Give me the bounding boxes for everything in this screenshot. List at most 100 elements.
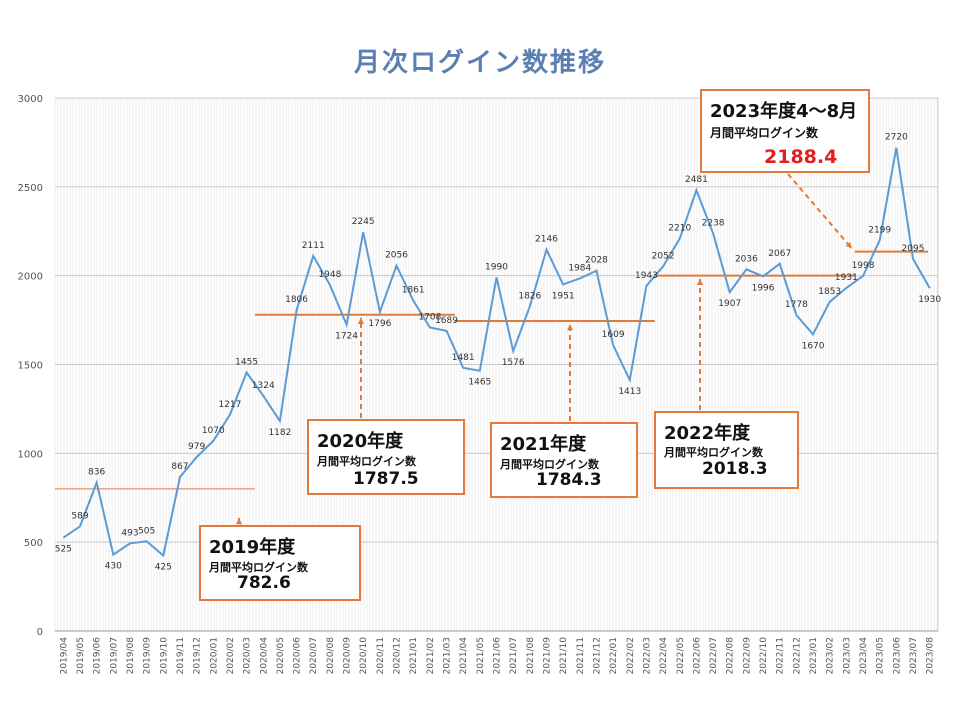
data-label: 1853 (818, 287, 841, 297)
chart-grid (54, 97, 939, 632)
data-label: 2056 (385, 251, 408, 261)
data-label: 2052 (652, 251, 675, 261)
y-tick-label: 2500 (18, 183, 43, 194)
x-tick-label: 2022/10 (759, 637, 769, 675)
data-label: 1708 (418, 313, 441, 323)
x-tick-label: 2020/08 (326, 637, 336, 675)
x-tick-label: 2019/05 (76, 637, 86, 674)
y-tick-label: 0 (37, 627, 43, 638)
avg-box-2019-sub: 月間平均ログイン数 (209, 561, 308, 574)
data-label: 1070 (202, 426, 225, 436)
x-tick-label: 2023/06 (892, 637, 902, 675)
x-tick-label: 2021/10 (559, 637, 569, 675)
data-label: 2238 (702, 218, 725, 228)
avg-box-2023-value: 2188.4 (764, 146, 838, 168)
x-tick-label: 2020/06 (293, 637, 303, 675)
x-tick-label: 2021/03 (443, 637, 453, 674)
avg-box-2019-title: 2019年度 (209, 537, 296, 558)
avg-box-2021-sub: 月間平均ログイン数 (500, 458, 599, 471)
avg-box-2022-value: 2018.3 (702, 459, 768, 479)
x-tick-label: 2021/08 (526, 637, 536, 675)
data-label: 525 (55, 545, 72, 555)
avg-box-2022: 2022年度 月間平均ログイン数 2018.3 (654, 411, 799, 489)
x-tick-label: 2020/07 (309, 637, 319, 674)
avg-box-2023: 2023年度4～8月 月間平均ログイン数 2188.4 (700, 89, 870, 173)
y-axis: 0 500 1000 1500 2000 2500 3000 (18, 94, 43, 638)
data-label: 1324 (252, 381, 275, 391)
data-label: 2199 (868, 225, 891, 235)
data-label: 1996 (752, 283, 775, 293)
x-tick-label: 2022/08 (726, 637, 736, 675)
arrow-head (566, 323, 574, 331)
data-label: 1724 (335, 332, 358, 342)
x-tick-label: 2021/02 (426, 637, 436, 674)
x-tick-label: 2023/01 (809, 637, 819, 674)
data-label: 2720 (885, 133, 908, 143)
avg-box-2020: 2020年度 月間平均ログイン数 1787.5 (307, 419, 465, 495)
data-label: 1455 (235, 357, 258, 367)
x-tick-label: 2022/05 (676, 637, 686, 674)
x-tick-label: 2019/09 (143, 637, 153, 675)
data-label: 867 (171, 462, 188, 472)
arrow-head (696, 278, 704, 285)
data-label: 1861 (402, 285, 425, 295)
data-label: 2067 (768, 249, 791, 259)
x-tick-label: 2021/07 (509, 637, 519, 674)
x-tick-label: 2020/05 (276, 637, 286, 674)
x-tick-label: 2020/03 (243, 637, 253, 674)
x-tick-label: 2021/04 (459, 637, 469, 675)
avg-box-2021-title: 2021年度 (500, 434, 587, 455)
x-tick-label: 2019/10 (159, 637, 169, 675)
data-label: 1481 (452, 353, 475, 363)
x-tick-label: 2023/05 (876, 637, 886, 674)
x-tick-label: 2023/07 (909, 637, 919, 674)
data-label: 2028 (585, 256, 608, 266)
data-label: 1930 (918, 295, 941, 305)
avg-box-2023-title: 2023年度4～8月 (710, 101, 858, 122)
x-tick-label: 2020/10 (359, 637, 369, 675)
x-tick-label: 2020/12 (393, 637, 403, 674)
x-tick-label: 2019/07 (109, 637, 119, 674)
login-count-series-line (62, 147, 931, 558)
x-tick-label: 2020/04 (259, 637, 269, 675)
x-tick-label: 2022/07 (709, 637, 719, 674)
data-label: 2146 (535, 235, 558, 245)
data-label: 493 (121, 528, 138, 538)
x-tick-label: 2023/03 (842, 637, 852, 674)
data-label: 1951 (552, 291, 575, 301)
x-tick-label: 2022/12 (792, 637, 802, 674)
x-tick-label: 2023/04 (859, 637, 869, 675)
avg-box-2020-title: 2020年度 (317, 431, 404, 452)
avg-box-2021-value: 1784.3 (536, 470, 602, 490)
avg-box-2020-sub: 月間平均ログイン数 (317, 455, 416, 468)
data-label: 430 (105, 562, 122, 572)
x-tick-label: 2019/11 (176, 637, 186, 674)
avg-box-2019: 2019年度 月間平均ログイン数 782.6 (199, 525, 361, 601)
data-label: 1609 (602, 330, 625, 340)
data-label: 2095 (902, 244, 925, 254)
data-label: 1931 (835, 273, 858, 283)
data-label: 1796 (368, 319, 391, 329)
data-label: 589 (71, 511, 88, 521)
data-label: 979 (188, 442, 205, 452)
x-tick-label: 2022/03 (642, 637, 652, 674)
data-label: 2210 (668, 223, 691, 233)
x-tick-label: 2020/11 (376, 637, 386, 674)
data-label: 2245 (352, 217, 375, 227)
x-tick-label: 2020/01 (209, 637, 219, 674)
data-label: 1943 (635, 271, 658, 281)
x-tick-label: 2020/09 (343, 637, 353, 675)
x-tick-label: 2021/06 (493, 637, 503, 675)
data-label: 1826 (518, 292, 541, 302)
y-tick-label: 1500 (18, 361, 43, 372)
x-tick-label: 2021/11 (576, 637, 586, 674)
chart-title: 月次ログイン数推移 (353, 48, 606, 78)
x-tick-label: 2021/01 (409, 637, 419, 674)
data-label: 1465 (468, 378, 491, 388)
data-label: 1778 (785, 300, 808, 310)
arrow-head (845, 241, 852, 249)
avg-box-2022-sub: 月間平均ログイン数 (664, 446, 763, 459)
data-label: 836 (88, 467, 105, 477)
